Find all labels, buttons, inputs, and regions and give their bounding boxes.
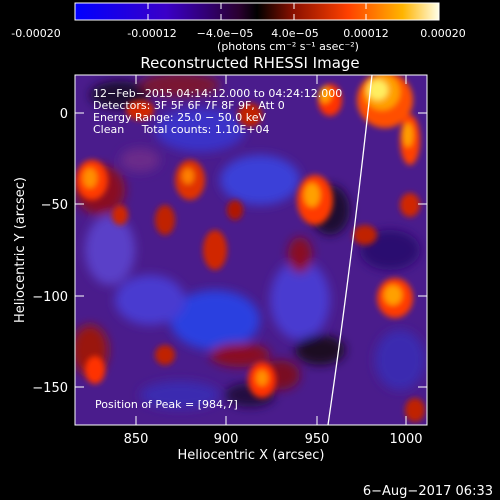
y-tick-label: 0 [60,107,68,122]
info-line-clean: Clean Total counts: 1.10E+04 [93,123,270,136]
colorbar-tick-label: 0.00012 [343,27,389,40]
y-tick-label: −50 [41,198,68,213]
x-tick-label: 950 [305,432,330,447]
info-line-energy: Energy Range: 25.0 − 50.0 keV [93,111,267,124]
axis-ticks [75,75,427,425]
x-tick-label: 850 [124,432,149,447]
colorbar-unit-label: (photons cm⁻² s⁻¹ asec⁻²) [217,40,359,53]
colorbar-tick-label: -0.00012 [127,27,176,40]
info-annotation: 12−Feb−2015 04:14:12.000 to 04:24:12.000… [93,87,342,136]
colorbar-gradient [74,2,440,21]
peak-position-label: Position of Peak = [984,7] [95,398,238,411]
x-tick-label: 900 [214,432,239,447]
rhessi-image [75,75,427,425]
plot-title: Reconstructed RHESSI Image [140,54,359,72]
solar-limb-line [327,75,373,425]
y-tick-label: −150 [32,381,68,396]
colorbar-tick-label: 4.0e−05 [271,27,318,40]
colorbar: -0.00020 -0.00012 −4.0e−05 4.0e−05 0.000… [11,2,466,53]
colorbar-tick-label: -0.00020 [11,27,60,40]
x-axis-label: Heliocentric X (arcsec) [178,448,325,463]
colorbar-tick-label: 0.00020 [420,27,466,40]
y-tick-label: −100 [32,290,68,305]
colorbar-ticks [74,3,440,20]
footer-timestamp: 6−Aug−2017 06:33 [363,484,493,499]
colorbar-tick-label: −4.0e−05 [197,27,254,40]
plot-frame [74,74,428,426]
info-line-detectors: Detectors: 3F 5F 6F 7F 8F 9F, Att 0 [93,99,285,112]
x-tick-label: 1000 [389,432,422,447]
info-line-time: 12−Feb−2015 04:14:12.000 to 04:24:12.000 [93,87,342,100]
y-axis-label: Heliocentric Y (arcsec) [13,177,28,323]
